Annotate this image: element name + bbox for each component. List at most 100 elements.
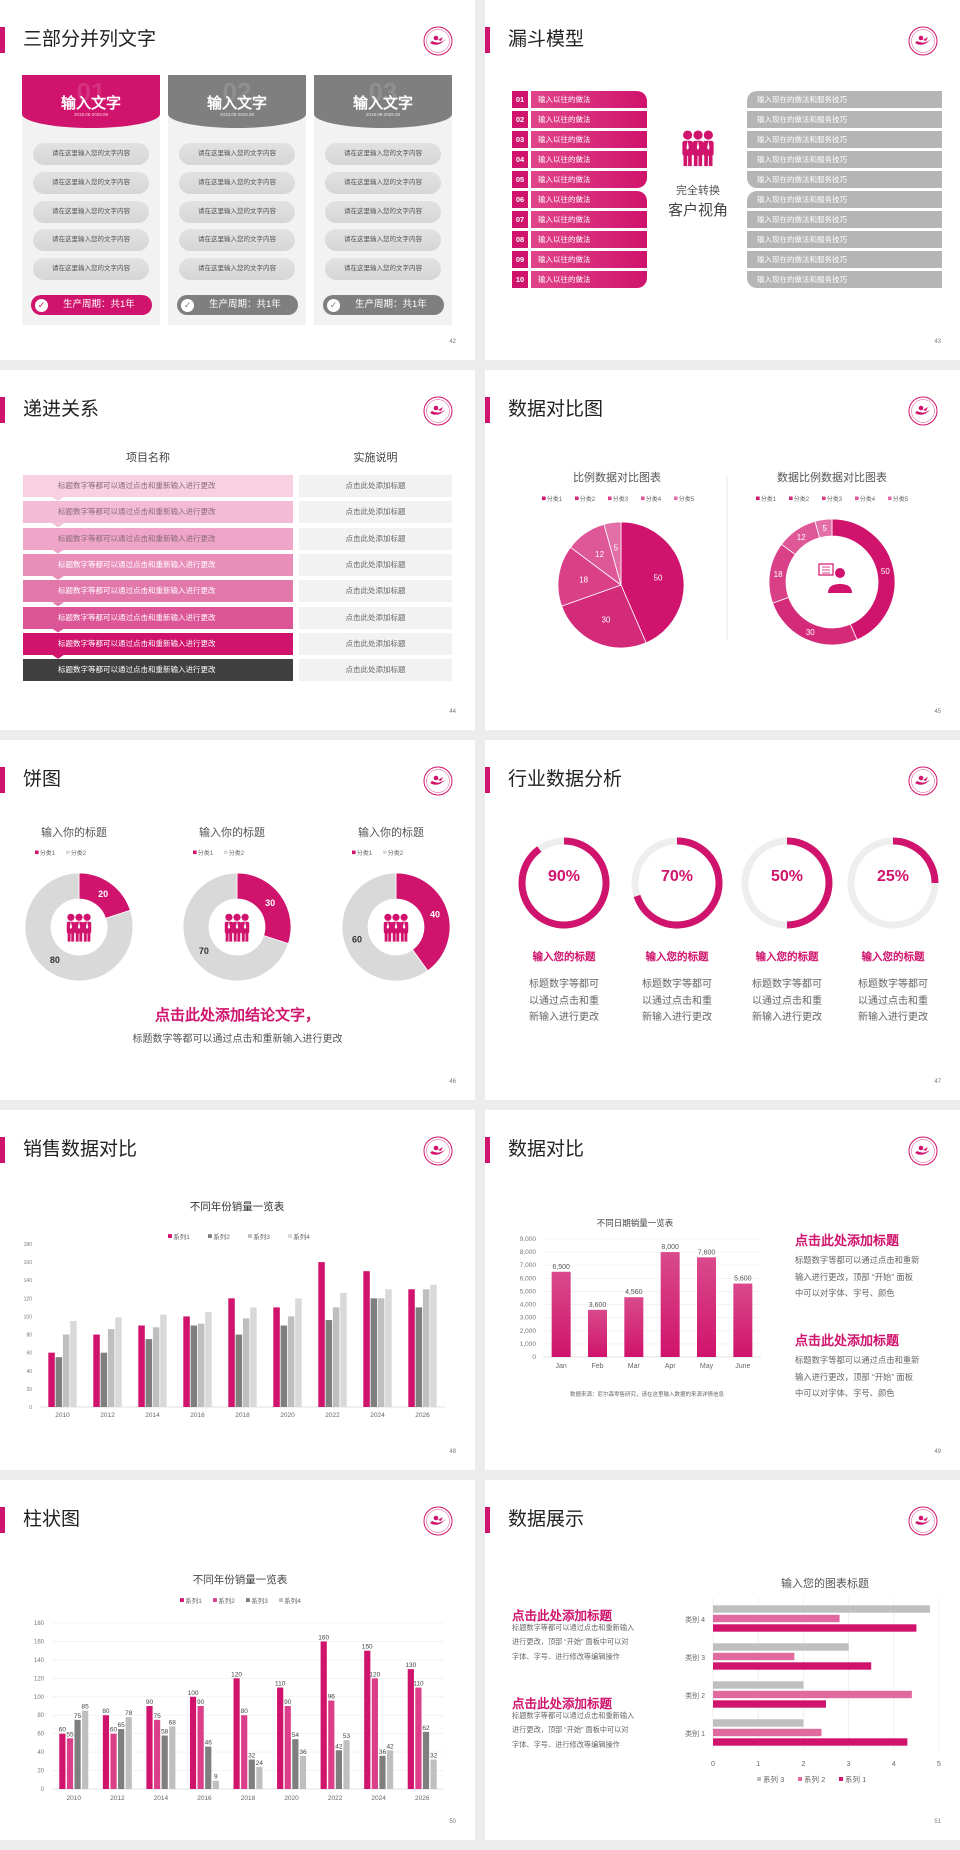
past-practice-item[interactable]: 输入以往的做法 <box>531 271 647 288</box>
page-number: 51 <box>934 1819 941 1825</box>
step-row[interactable]: 标题数字等都可以通过点击和重新输入进行更改 <box>23 580 293 603</box>
step-row[interactable]: 标题数字等都可以通过点击和重新输入进行更改 <box>23 501 293 524</box>
step-note[interactable]: 点击此处添加标题 <box>299 659 452 682</box>
step-note[interactable]: 点击此处添加标题 <box>299 606 452 629</box>
bar <box>320 1641 327 1789</box>
school-logo <box>908 1136 938 1166</box>
card-item[interactable]: 请在这里输入您的文字内容 <box>179 229 295 252</box>
current-practice-item[interactable]: 输入现在的做法和服务技巧 <box>747 151 942 168</box>
chart-title: 不同年份销量一览表 <box>190 1200 285 1213</box>
card-item[interactable]: 请在这里输入您的文字内容 <box>179 143 295 165</box>
step-row[interactable]: 标题数字等都可以通过点击和重新输入进行更改 <box>23 475 293 497</box>
card-item[interactable]: 请在这里输入您的文字内容 <box>325 258 441 281</box>
past-practice-item[interactable]: 输入以往的做法 <box>531 111 647 128</box>
cycle-badge[interactable]: ✓ 生产周期：共1年 <box>323 295 444 315</box>
block-text: 字体、字号、进行修改等编辑操作 <box>512 1739 620 1749</box>
y-tick-label: 180 <box>24 1242 33 1248</box>
card-item[interactable]: 请在这里输入您的文字内容 <box>33 143 149 165</box>
past-practice-item[interactable]: 输入以往的做法 <box>531 231 647 248</box>
current-practice-item[interactable]: 输入现在的做法和服务技巧 <box>747 91 942 108</box>
bar <box>713 1700 826 1708</box>
chart-title: 输入你的标题 <box>358 825 424 839</box>
card-item[interactable]: 请在这里输入您的文字内容 <box>33 229 149 252</box>
step-note[interactable]: 点击此处添加标题 <box>299 580 452 603</box>
step-row[interactable]: 标题数字等都可以通过点击和重新输入进行更改 <box>23 632 293 655</box>
step-row[interactable]: 标题数字等都可以通过点击和重新输入进行更改 <box>23 527 293 550</box>
bar <box>284 1706 291 1789</box>
past-practice-item[interactable]: 输入以往的做法 <box>531 131 647 148</box>
category-label: 类别 1 <box>685 1729 705 1738</box>
legend-label: 系列 1 <box>845 1774 866 1784</box>
past-practice-item[interactable]: 输入以往的做法 <box>531 171 647 188</box>
past-practice-item[interactable]: 输入以往的做法 <box>531 191 647 208</box>
card-item[interactable]: 请在这里输入您的文字内容 <box>325 143 441 165</box>
bar <box>228 1298 235 1407</box>
card-item[interactable]: 请在这里输入您的文字内容 <box>179 258 295 281</box>
card-item[interactable]: 请在这里输入您的文字内容 <box>33 200 149 223</box>
step-note[interactable]: 点击此处添加标题 <box>299 501 452 524</box>
y-tick-label: 180 <box>34 1621 45 1627</box>
page-number: 50 <box>449 1819 456 1825</box>
card-header: 01 输入文字 2018.08-2029.08 <box>22 75 160 128</box>
slide-title: 漏斗模型 <box>508 29 585 50</box>
card-item[interactable]: 请在这里输入您的文字内容 <box>325 171 441 194</box>
pie-slice <box>814 518 833 539</box>
current-practice-item[interactable]: 输入现在的做法和服务技巧 <box>747 231 942 248</box>
bar <box>153 1719 161 1789</box>
bar <box>233 1678 240 1789</box>
slice-label: 20 <box>98 889 108 899</box>
past-practice-item[interactable]: 输入以往的做法 <box>531 91 647 108</box>
current-practice-item[interactable]: 输入现在的做法和服务技巧 <box>747 171 942 188</box>
step-note[interactable]: 点击此处添加标题 <box>299 553 452 576</box>
step-row[interactable]: 标题数字等都可以通过点击和重新输入进行更改 <box>23 606 293 629</box>
card-item[interactable]: 请在这里输入您的文字内容 <box>179 200 295 223</box>
step-row[interactable]: 标题数字等都可以通过点击和重新输入进行更改 <box>23 553 293 576</box>
legend-item: 系列1 <box>180 1596 202 1605</box>
legend-item: 分类5 <box>888 495 909 503</box>
pie-slice <box>24 872 134 982</box>
card-item[interactable]: 请在这里输入您的文字内容 <box>33 171 149 194</box>
card-item[interactable]: 请在这里输入您的文字内容 <box>325 229 441 252</box>
chart-title: 不同年份销量一览表 <box>193 1573 288 1586</box>
current-practice-item[interactable]: 输入现在的做法和服务技巧 <box>747 131 942 148</box>
current-practice-item[interactable]: 输入现在的做法和服务技巧 <box>747 111 942 128</box>
title-accent-bar <box>0 27 5 53</box>
legend-item: 分类3 <box>822 495 843 503</box>
slide-51: 输入您的图表标题 0 1 2 3 4 5 类别 1 类别 2 类别 3 类别 4 系列 3 系列 2 系列… <box>485 1480 960 1840</box>
bar <box>189 1696 197 1789</box>
current-practice-item[interactable]: 输入现在的做法和服务技巧 <box>747 191 942 208</box>
cycle-badge[interactable]: ✓ 生产周期：共1年 <box>177 295 298 315</box>
card-item[interactable]: 请在这里输入您的文字内容 <box>33 258 149 281</box>
step-row[interactable]: 标题数字等都可以通过点击和重新输入进行更改 <box>23 659 293 682</box>
past-practice-item[interactable]: 输入以往的做法 <box>531 251 647 268</box>
ring-desc: 标题数字等都可 <box>529 979 599 990</box>
x-tick-label: 2020 <box>280 1412 295 1419</box>
past-practice-item[interactable]: 输入以往的做法 <box>531 211 647 228</box>
past-practice-item[interactable]: 输入以往的做法 <box>531 151 647 168</box>
cycle-badge[interactable]: ✓ 生产周期：共1年 <box>31 295 152 315</box>
current-practice-item[interactable]: 输入现在的做法和服务技巧 <box>747 271 942 288</box>
legend-swatch <box>224 850 228 855</box>
legend-swatch <box>66 850 70 855</box>
legend-item: 分类4 <box>641 495 662 503</box>
card-item[interactable]: 请在这里输入您的文字内容 <box>179 171 295 194</box>
step-note[interactable]: 点击此处添加标题 <box>299 475 452 497</box>
item-number: 07 <box>512 211 528 228</box>
legend-item: 分类1 <box>193 849 214 857</box>
data-label: 80 <box>241 1708 249 1715</box>
legend-label: 分类2 <box>580 495 596 503</box>
step-arrow <box>52 628 64 633</box>
current-practice-item[interactable]: 输入现在的做法和服务技巧 <box>747 251 942 268</box>
card-item[interactable]: 请在这里输入您的文字内容 <box>325 200 441 223</box>
check-icon: ✓ <box>181 298 194 312</box>
step-note[interactable]: 点击此处添加标题 <box>299 632 452 655</box>
step-arrow <box>52 654 64 659</box>
ring-desc: 以通过点击和重 <box>642 995 712 1007</box>
ring-percent: 90% <box>548 868 580 885</box>
current-practice-item[interactable]: 输入现在的做法和服务技巧 <box>747 211 942 228</box>
legend-swatch <box>888 496 892 501</box>
step-note[interactable]: 点击此处添加标题 <box>299 527 452 550</box>
pie-slice <box>236 872 292 945</box>
slide-44: 递进关系 44 项目名称 实施说明 标题数字等都可以通过点击和重新输入进行更改 点击此处添… <box>0 370 475 730</box>
